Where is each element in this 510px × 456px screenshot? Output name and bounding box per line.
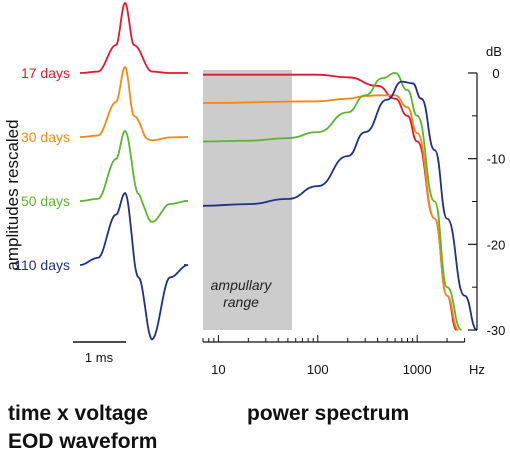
y-tick-label: -10 bbox=[487, 152, 506, 167]
ampullary-label-line1: ampullary bbox=[211, 277, 273, 293]
ampullary-label-line2: range bbox=[223, 294, 259, 310]
age-label-17-days: 17 days bbox=[21, 65, 70, 81]
spectrum-line-110-days bbox=[202, 80, 478, 331]
time-scale-bar-label: 1 ms bbox=[85, 350, 114, 365]
caption-left-line2: EOD waveform bbox=[8, 430, 157, 453]
waveform-110-days bbox=[79, 191, 189, 341]
x-tick-label: 10 bbox=[211, 362, 225, 377]
y-tick-label: -20 bbox=[487, 237, 506, 252]
age-label-110-days: 110 days bbox=[14, 257, 70, 273]
waveform-y-axis-label: amplitudes rescaled bbox=[3, 119, 22, 270]
age-label-50-days: 50 days bbox=[21, 193, 70, 209]
x-axis-unit-label: Hz bbox=[469, 362, 485, 377]
y-tick-label: 0 bbox=[492, 66, 499, 81]
x-tick-label: 1000 bbox=[403, 362, 432, 377]
y-axis-unit-label: dB bbox=[486, 44, 502, 59]
caption-right: power spectrum bbox=[247, 402, 409, 425]
caption-left-line1: time x voltage bbox=[8, 402, 148, 425]
x-tick-label: 100 bbox=[307, 362, 329, 377]
y-tick-label: -30 bbox=[487, 323, 506, 338]
age-label-30-days: 30 days bbox=[21, 129, 70, 145]
spectrum-line-50-days bbox=[202, 72, 463, 331]
waveform-17-days bbox=[80, 1, 188, 74]
waveform-30-days bbox=[80, 65, 188, 142]
waveform-50-days bbox=[80, 129, 189, 223]
spectrum-panel: ampullary range 10 100 1000 0-10-20-30 Hz … bbox=[202, 44, 506, 377]
waveform-panel: amplitudes rescaled 17 days 30 days 50 day… bbox=[3, 1, 189, 365]
spectrum-line-30-days bbox=[202, 94, 460, 331]
